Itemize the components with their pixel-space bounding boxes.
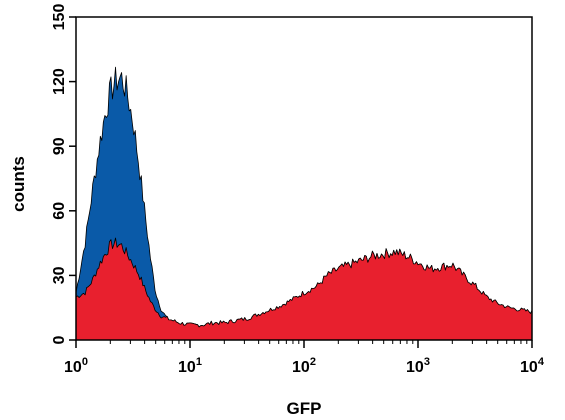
x-tick-label: 102 bbox=[292, 356, 316, 376]
y-axis-ticks: 0 30 60 90 120 150 bbox=[51, 4, 76, 344]
x-tick-label: 103 bbox=[406, 356, 430, 376]
y-tick-label: 90 bbox=[51, 137, 68, 155]
y-tick-label: 150 bbox=[51, 4, 68, 31]
y-tick-label: 30 bbox=[51, 266, 68, 284]
y-tick-label: 60 bbox=[51, 202, 68, 220]
y-tick-label: 120 bbox=[51, 68, 68, 95]
y-axis-title: counts bbox=[9, 156, 28, 212]
x-axis-ticks: 100 101 102 103 104 bbox=[64, 340, 545, 376]
x-axis-title: GFP bbox=[287, 399, 322, 418]
x-tick-label: 101 bbox=[178, 356, 202, 376]
x-tick-label: 104 bbox=[520, 356, 545, 376]
x-tick-label: 100 bbox=[64, 356, 88, 376]
series-area-1 bbox=[75, 237, 533, 341]
y-tick-label: 0 bbox=[51, 335, 68, 344]
plot-series bbox=[75, 66, 533, 341]
